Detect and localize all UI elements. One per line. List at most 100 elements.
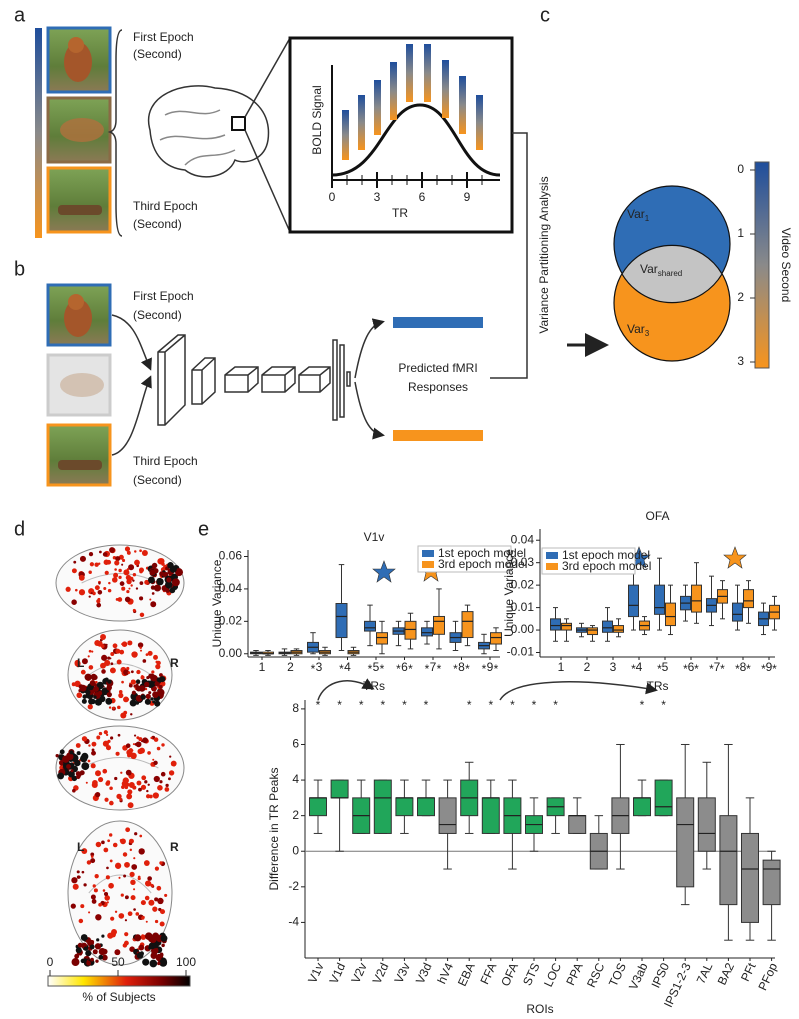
- box: [741, 832, 759, 923]
- activation: [88, 552, 94, 557]
- activation: [81, 762, 90, 771]
- significance: *: [694, 662, 699, 676]
- activation: [103, 730, 108, 735]
- connector-arrow: [317, 678, 375, 701]
- box: [376, 632, 388, 645]
- legend-swatch: [422, 561, 434, 568]
- activation: [82, 694, 88, 699]
- activation: [151, 562, 158, 569]
- activation: [100, 634, 106, 640]
- axis-label: TR: [392, 206, 408, 220]
- activation: [104, 797, 109, 802]
- activation: [117, 733, 121, 737]
- activation: [129, 848, 133, 852]
- activation: [152, 906, 158, 912]
- box: [335, 603, 348, 639]
- activation: [152, 758, 155, 761]
- box: [461, 611, 474, 639]
- activation: [144, 895, 150, 901]
- legend-label: 1st epoch model: [438, 546, 526, 560]
- activation: [71, 958, 80, 967]
- activation: [124, 932, 129, 937]
- legend-swatch: [422, 550, 434, 557]
- box: [613, 625, 624, 633]
- activation: [98, 777, 104, 783]
- activation: [150, 585, 156, 590]
- activation: [65, 586, 71, 592]
- tick-label: 100: [176, 955, 196, 969]
- activation: [109, 800, 114, 806]
- tick-label: 0: [47, 955, 54, 969]
- x-tick-label: 7: [714, 660, 721, 674]
- activation: [159, 952, 164, 956]
- activation: [138, 737, 143, 742]
- activation: [107, 932, 114, 939]
- activation: [87, 655, 90, 658]
- activation: [71, 568, 77, 574]
- significance: *: [424, 698, 429, 712]
- activation: [139, 612, 145, 618]
- box: [481, 797, 500, 834]
- activation: [142, 737, 148, 744]
- activation: [71, 775, 78, 782]
- activation: [157, 785, 163, 791]
- x-tick-label: 4: [344, 660, 351, 674]
- activation: [80, 669, 86, 675]
- x-tick-label: 6: [401, 660, 408, 674]
- label: Third Epoch: [133, 199, 198, 213]
- tick-label: 0: [737, 162, 744, 176]
- activation: [135, 679, 141, 684]
- activation: [68, 770, 75, 778]
- activation: [137, 642, 144, 648]
- box: [743, 589, 754, 609]
- x-tick-label: 3: [610, 660, 617, 674]
- activation: [125, 574, 132, 581]
- activation: [144, 681, 150, 688]
- activation: [133, 734, 137, 737]
- activation: [85, 955, 89, 959]
- y-tick-label: 0: [292, 843, 299, 857]
- activation: [137, 876, 141, 881]
- activation: [157, 897, 164, 905]
- activation: [91, 750, 96, 756]
- activation: [116, 793, 122, 799]
- tick-label: 9: [464, 190, 471, 204]
- activation: [120, 893, 124, 897]
- activation: [75, 774, 81, 780]
- activation: [90, 858, 96, 864]
- box: [550, 618, 561, 631]
- activation: [119, 649, 125, 655]
- activation: [157, 961, 161, 966]
- activation: [130, 679, 135, 684]
- activation: [114, 910, 118, 913]
- significance: *: [425, 662, 430, 676]
- activation: [114, 568, 117, 571]
- activation: [76, 751, 81, 756]
- activation: [87, 759, 91, 763]
- activation: [101, 954, 108, 961]
- activation: [78, 918, 84, 924]
- activation: [103, 586, 107, 590]
- label: Variance Partitioning Analysis: [537, 176, 551, 333]
- activation: [139, 581, 144, 585]
- activation: [118, 575, 122, 580]
- activation: [103, 891, 109, 897]
- activation: [125, 769, 132, 776]
- activation: [139, 596, 144, 601]
- activation: [91, 748, 95, 752]
- activation: [130, 752, 137, 760]
- activation: [81, 698, 87, 704]
- activation: [123, 710, 128, 715]
- activation: [88, 595, 91, 598]
- box: [309, 797, 327, 817]
- activation: [132, 743, 135, 746]
- activation: [127, 789, 133, 795]
- activation: [89, 944, 95, 950]
- activation: [124, 919, 128, 922]
- activation: [113, 572, 119, 578]
- y-tick-label: 0.01: [511, 600, 535, 614]
- activation: [71, 599, 77, 605]
- activation: [112, 842, 118, 848]
- activation: [88, 665, 94, 670]
- activation: [77, 942, 83, 948]
